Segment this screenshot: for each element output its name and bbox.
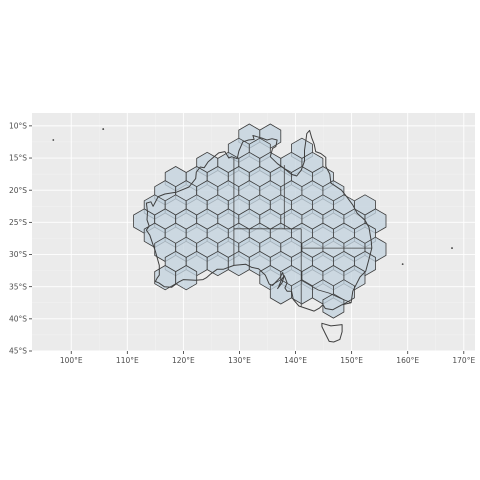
tasmania-coastline [321,322,343,343]
y-tick-label: 10°S [9,121,27,130]
island-point [102,128,105,130]
island-point [52,139,55,141]
y-tick-label: 15°S [9,154,27,163]
hex-grid [133,123,387,319]
island-point [451,247,453,249]
x-tick-label: 150°E [340,356,363,365]
x-tick-label: 130°E [228,356,251,365]
y-tick-label: 45°S [9,347,27,356]
x-tick-label: 160°E [396,356,419,365]
state-border [300,279,352,304]
x-tick-label: 110°E [116,356,139,365]
y-tick-label: 35°S [9,282,27,291]
australia-outline [145,129,373,343]
island-point [401,263,404,266]
x-tick-label: 140°E [284,356,307,365]
mainland-coastline [145,129,373,312]
x-tick-label: 120°E [172,356,195,365]
y-axis: 10°S 15°S 20°S 25°S 30°S 35°S 40°S 45°S [9,121,32,356]
x-axis: 100°E 110°E 120°E 130°E 140°E 150°E 160°E 170°E [60,351,475,365]
x-tick-label: 170°E [452,356,475,365]
y-tick-label: 30°S [9,250,27,259]
x-tick-label: 100°E [60,356,83,365]
outlying-points [52,128,453,266]
y-tick-label: 25°S [9,218,27,227]
y-tick-label: 40°S [9,314,27,323]
hex-cell [175,265,198,291]
y-tick-label: 20°S [9,186,27,195]
